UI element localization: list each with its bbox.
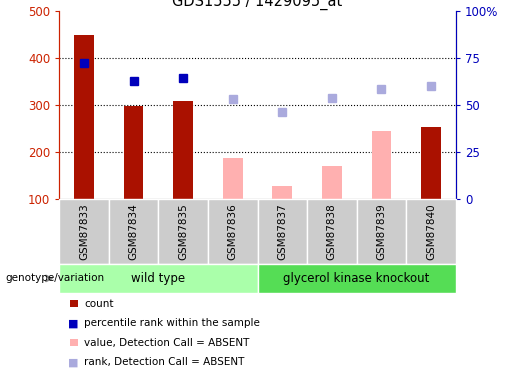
Text: percentile rank within the sample: percentile rank within the sample — [84, 318, 260, 328]
Text: GSM87836: GSM87836 — [228, 203, 238, 260]
Bar — [421, 127, 441, 199]
Bar — [59, 264, 258, 292]
Text: GSM87833: GSM87833 — [79, 203, 89, 260]
Text: value, Detection Call = ABSENT: value, Detection Call = ABSENT — [84, 338, 249, 348]
Bar — [208, 199, 258, 264]
Text: ■: ■ — [68, 357, 79, 367]
Bar — [272, 186, 292, 199]
Bar — [74, 35, 94, 199]
Bar — [258, 264, 456, 292]
Bar — [158, 199, 208, 264]
Bar — [371, 131, 391, 199]
Bar — [124, 106, 144, 199]
Text: GSM87839: GSM87839 — [376, 203, 386, 260]
Text: GSM87834: GSM87834 — [129, 203, 139, 260]
Bar — [406, 199, 456, 264]
Bar — [59, 199, 109, 264]
Bar — [109, 199, 158, 264]
Text: ■: ■ — [68, 318, 79, 328]
Text: rank, Detection Call = ABSENT: rank, Detection Call = ABSENT — [84, 357, 244, 367]
Text: count: count — [84, 299, 113, 309]
Text: GSM87840: GSM87840 — [426, 203, 436, 260]
Text: GSM87837: GSM87837 — [277, 203, 287, 260]
Bar — [356, 199, 406, 264]
Bar — [258, 199, 307, 264]
Bar — [322, 166, 342, 199]
Text: GSM87835: GSM87835 — [178, 203, 188, 260]
Text: GSM87838: GSM87838 — [327, 203, 337, 260]
Bar — [307, 199, 356, 264]
Bar — [173, 101, 193, 199]
Title: GDS1555 / 1429095_at: GDS1555 / 1429095_at — [173, 0, 342, 10]
Text: genotype/variation: genotype/variation — [5, 273, 104, 284]
Text: glycerol kinase knockout: glycerol kinase knockout — [283, 272, 430, 285]
Bar — [223, 158, 243, 199]
Text: wild type: wild type — [131, 272, 185, 285]
